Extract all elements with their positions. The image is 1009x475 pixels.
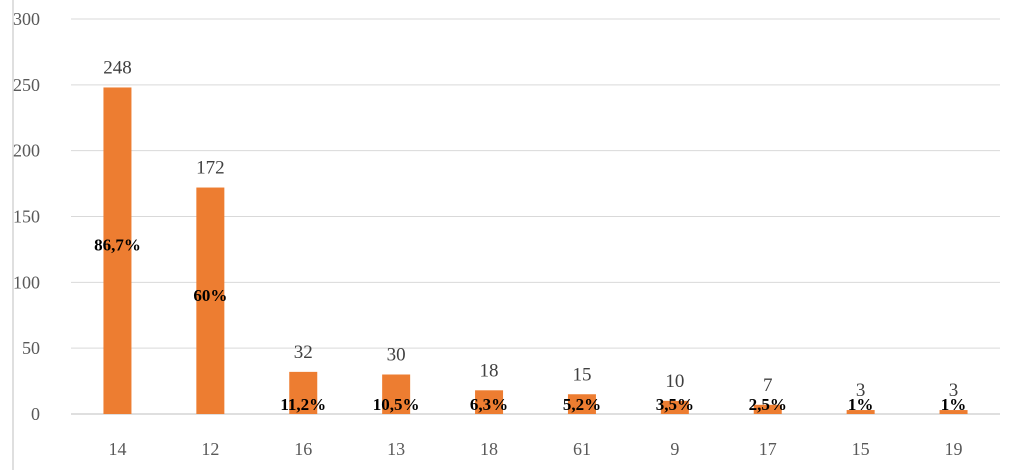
x-axis-ticks: 14 12 16 13 18 61 9 17 15 19 [108, 439, 962, 459]
percent-label: 60% [193, 286, 227, 305]
data-value-label: 15 [572, 364, 591, 385]
value-labels: 248 172 32 30 18 15 10 7 3 3 [103, 57, 958, 401]
percent-labels: 86,7% 60% 11,2% 10,5% 6,3% 5,2% 3,5% 2,5% 1% 1% [94, 236, 966, 414]
x-tick-label: 18 [480, 439, 498, 459]
data-value-label: 30 [387, 345, 406, 366]
data-value-label: 3 [856, 380, 866, 401]
y-tick-label: 50 [22, 338, 40, 358]
data-value-label: 3 [949, 380, 959, 401]
bar [475, 390, 504, 414]
bar [103, 87, 132, 414]
bar [289, 371, 318, 414]
x-tick-label: 15 [852, 439, 870, 459]
data-value-label: 18 [480, 360, 499, 381]
percent-label: 3,5% [656, 395, 694, 414]
data-value-label: 10 [665, 371, 684, 392]
percent-label: 86,7% [94, 236, 141, 255]
y-tick-label: 250 [13, 75, 40, 95]
data-value-label: 32 [294, 342, 313, 363]
x-tick-label: 14 [108, 439, 126, 459]
x-tick-label: 13 [387, 439, 405, 459]
percent-label: 10,5% [373, 395, 420, 414]
bar [846, 410, 875, 414]
percent-label: 11,2% [280, 395, 326, 414]
y-tick-label: 150 [13, 207, 40, 227]
y-axis-ticks: 0 50 100 150 200 250 300 [13, 9, 40, 424]
percent-label: 6,3% [470, 395, 508, 414]
percent-label: 5,2% [563, 395, 601, 414]
y-tick-label: 100 [13, 272, 40, 292]
percent-label: 1% [848, 395, 874, 414]
data-value-label: 248 [103, 57, 132, 78]
gridlines [71, 18, 1000, 415]
percent-label: 1% [941, 395, 967, 414]
bar [567, 394, 596, 414]
y-tick-label: 300 [13, 9, 40, 29]
x-tick-label: 61 [573, 439, 591, 459]
x-tick-label: 16 [294, 439, 312, 459]
bar [382, 374, 411, 414]
bar [196, 187, 225, 414]
percent-label: 2,5% [749, 395, 787, 414]
x-tick-label: 17 [759, 439, 777, 459]
bars [103, 87, 968, 414]
x-tick-label: 9 [670, 439, 679, 459]
x-tick-label: 12 [201, 439, 219, 459]
y-tick-label: 0 [31, 404, 40, 424]
y-tick-label: 200 [13, 141, 40, 161]
data-value-label: 7 [763, 375, 773, 396]
bar [753, 404, 782, 414]
bar [660, 400, 689, 414]
x-tick-label: 19 [945, 439, 963, 459]
bar [939, 410, 968, 414]
data-value-label: 172 [196, 158, 225, 179]
